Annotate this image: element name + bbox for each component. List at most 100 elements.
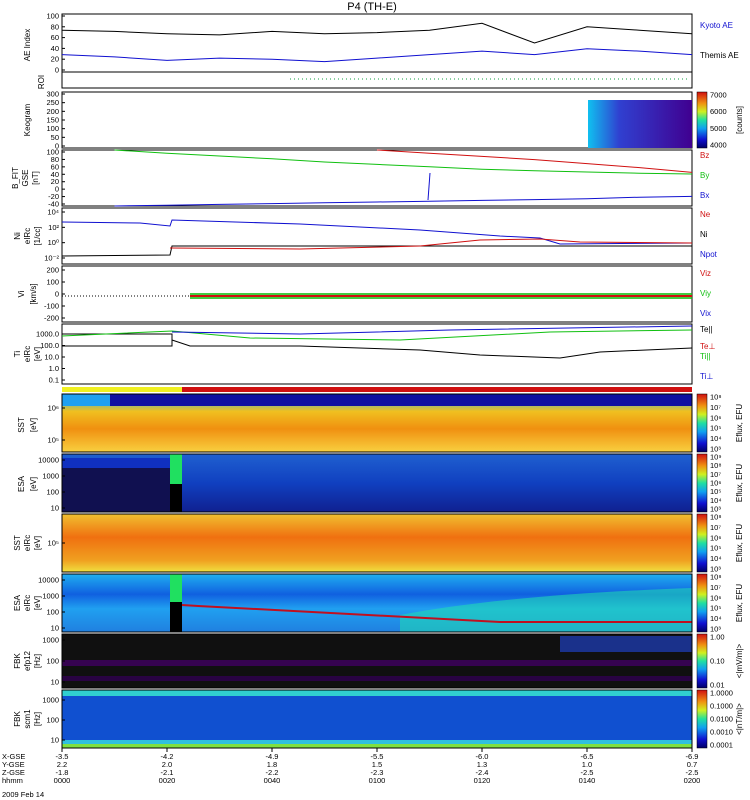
keogram-colorbar-label: [counts]	[735, 106, 744, 134]
ni-yticks: 10⁴ 10² 10⁰ 10⁻²	[44, 208, 65, 263]
series-line-bx	[114, 195, 693, 207]
ytick-label: -40	[48, 200, 59, 209]
ytick-label: -20	[48, 192, 59, 201]
bfit-unit: [nT]	[31, 171, 40, 185]
esa-e-colorbar-label: Eflux, EFU	[735, 464, 744, 502]
ytick-label: 10	[51, 504, 59, 513]
esa-e-unit: [eV]	[29, 477, 38, 491]
fbk2-top-band	[62, 690, 692, 696]
ae-legend-themis: Themis AE	[700, 51, 739, 60]
fbk2-yticks: 1000 100 10	[42, 696, 65, 745]
sst-i-colorbar	[696, 513, 708, 573]
colorbar-tick-label: 10⁸	[710, 461, 722, 470]
bfit-legend-bx: Bx	[700, 191, 709, 200]
colorbar-tick-label: 1.0000	[710, 689, 733, 698]
colorbar-tick-label: 0.0001	[710, 741, 733, 750]
colorbar-tick-label: 10⁶	[710, 479, 721, 488]
time-row-value: 0200	[684, 776, 701, 785]
ytick-label: 1000	[42, 696, 59, 705]
esa-i-ylabel: ESA	[13, 594, 22, 611]
colorbar-tick-label: 10⁵	[710, 604, 721, 613]
ytick-label: 10000	[38, 576, 59, 585]
time-row-value: 0040	[264, 776, 281, 785]
sst-e-ylabel: SST	[17, 417, 26, 433]
bfit-series	[114, 149, 693, 207]
time-row-value: 1.3	[477, 760, 487, 769]
ytick-label: 40	[51, 170, 59, 179]
esa-e-yticks: 10000 1000 100 10	[38, 456, 65, 513]
colorbar-tick-label: 10⁸	[710, 393, 722, 402]
bfit-legend-bz: Bz	[700, 151, 709, 160]
mode-bar-slow	[62, 387, 182, 392]
colorbar-tick-label: 10⁹	[710, 453, 722, 462]
ytick-label: 300	[46, 90, 59, 99]
ytick-label: 100	[46, 657, 59, 666]
time-row-value: -6.9	[686, 752, 699, 761]
fbk2-image	[62, 690, 692, 748]
ytick-label: 60	[51, 33, 59, 42]
time-row-value: -3.5	[56, 752, 69, 761]
colorbar-tick-label: 7000	[710, 91, 727, 100]
panel-bfit-frame	[61, 149, 693, 207]
ytick-label: 50	[51, 133, 59, 142]
colorbar-tick-label: 10⁸	[710, 513, 722, 522]
time-row-value: -4.9	[266, 752, 279, 761]
time-row-value: 0020	[159, 776, 176, 785]
ytick-label: 1000	[42, 592, 59, 601]
ytick-label: 10	[51, 624, 59, 633]
time-row-value: -5.5	[371, 752, 384, 761]
time-row-value: -6.0	[476, 752, 489, 761]
ni-ni-line	[61, 219, 693, 245]
series-line-themis-ae	[61, 48, 693, 63]
fbk2-ylabel: FBK	[13, 711, 22, 727]
colorbar-tick-label: 10⁷	[710, 583, 721, 592]
fbk1-colorbar-ticks: 1.00 0.10 0.01	[710, 633, 725, 690]
ytick-label: 0	[55, 290, 59, 299]
colorbar-tick-label: 10⁵	[710, 424, 721, 433]
fbk1-ylabel: FBK	[13, 653, 22, 669]
ytick-label: 1.0	[49, 364, 59, 373]
fbk2-bottom-edge	[62, 744, 692, 748]
ytick-label: 100	[46, 716, 59, 725]
ytick-label: 10⁶	[48, 404, 59, 413]
ni-ne-line	[169, 238, 693, 250]
time-row-value: 0.7	[687, 760, 697, 769]
time-row-value: -2.5	[581, 768, 594, 777]
ytick-label: 100	[46, 148, 59, 157]
ytick-label: 0	[55, 66, 59, 75]
colorbar-tick-label: 5000	[710, 124, 727, 133]
ti-legend-tepar: Te||	[700, 325, 713, 334]
ytick-label: 10	[51, 678, 59, 687]
time-row-value: 2.2	[57, 760, 67, 769]
colorbar-tick-label: 10⁴	[710, 496, 722, 505]
esa-e-early-band	[62, 458, 172, 468]
keogram-image	[588, 100, 692, 148]
ae-series	[61, 22, 693, 63]
colorbar-tick-label: 10⁶	[710, 593, 721, 602]
panel-fbk1: FBK efp12 [Hz] 1000 100 10 1.00 0.10 0.01 <|…	[13, 633, 744, 690]
sst-e-left-band	[62, 394, 110, 406]
ytick-label: 150	[46, 116, 59, 125]
panel-roi: ROI	[37, 71, 693, 89]
ytick-label: 10⁴	[47, 208, 59, 217]
ytick-label: 0.1	[49, 376, 59, 385]
date-label: 2009 Feb 14	[2, 790, 44, 799]
mode-bar-fast	[182, 387, 692, 392]
panel-ni: Ni eIRc [1/cc] 10⁴ 10² 10⁰ 10⁻² Ne Ni Npot	[13, 207, 718, 265]
colorbar-tick-label: 10⁸	[710, 573, 722, 582]
ytick-label: 20	[51, 177, 59, 186]
ni-unit: [1/cc]	[33, 226, 42, 245]
time-row-label: Y-GSE	[2, 760, 25, 769]
bfit-ylabel2: GSE	[21, 170, 30, 187]
fbk2-ylabel2: scm1	[23, 709, 32, 729]
ytick-label: 80	[51, 22, 59, 31]
ytick-label: 40	[51, 44, 59, 53]
